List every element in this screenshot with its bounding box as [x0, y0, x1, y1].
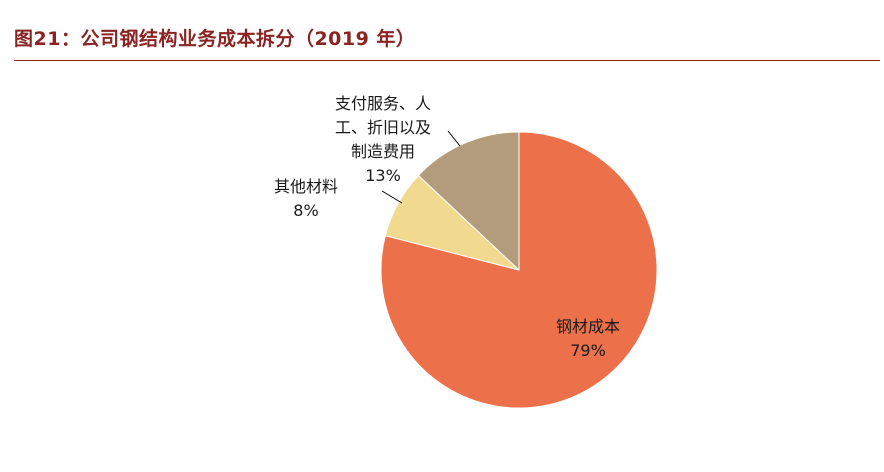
- slice-value-other-materials: 8%: [293, 201, 318, 220]
- title-divider: [14, 60, 880, 61]
- slice-label-services-line2: 工、折旧以及: [335, 118, 431, 137]
- pie-slice-services: [417, 131, 520, 272]
- slice-value-services: 13%: [365, 166, 401, 185]
- slice-value-steel: 79%: [570, 341, 606, 360]
- leader-line-other-materials: [381, 190, 403, 204]
- slice-label-other-materials: 其他材料: [274, 177, 338, 196]
- leader-line-services: [447, 130, 461, 147]
- chart-title: 图21：公司钢结构业务成本拆分（2019 年）: [14, 28, 416, 50]
- slice-label-steel: 钢材成本: [556, 317, 620, 336]
- slice-label-services-line1: 支付服务、人: [335, 94, 431, 113]
- pie-slices: [380, 131, 658, 409]
- slice-label-services-line3: 制造费用: [351, 142, 415, 161]
